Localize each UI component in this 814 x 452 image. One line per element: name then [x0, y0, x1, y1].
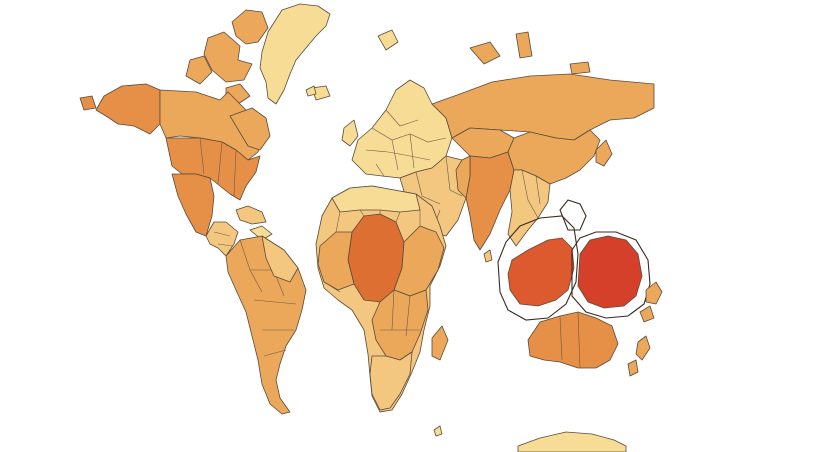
- region-russia-islands: [469, 41, 501, 65]
- region-indonesia-outline: [497, 215, 579, 321]
- region-pacific-island-small-2: [639, 305, 655, 323]
- region-iceland: [311, 85, 331, 101]
- region-antarctica: [517, 431, 627, 452]
- region-russia-islands-2: [515, 31, 533, 59]
- region-arctic-islands-2: [203, 31, 253, 83]
- region-indonesia: [507, 237, 575, 307]
- region-philippines-outline: [559, 199, 587, 231]
- region-russia: [431, 73, 655, 141]
- region-central-america: [205, 221, 239, 257]
- region-arctic-islands: [231, 9, 269, 45]
- region-arctic-islands-3: [185, 55, 213, 85]
- region-uk: [341, 119, 359, 147]
- region-australia: [527, 311, 619, 369]
- region-southeast-asia: [507, 169, 551, 247]
- region-new-zealand: [635, 335, 651, 361]
- region-island-south: [433, 425, 443, 437]
- region-mexico: [171, 173, 215, 237]
- region-pakistan: [455, 155, 471, 199]
- region-island-atlantic: [305, 85, 317, 97]
- region-pacific-outline: [571, 231, 651, 319]
- region-new-zealand-2: [627, 359, 639, 377]
- region-pacific-islands: [577, 235, 643, 309]
- region-pacific-island-small: [645, 281, 663, 305]
- region-south-africa: [369, 351, 413, 411]
- region-svalbard: [377, 29, 399, 51]
- region-quebec: [229, 107, 271, 151]
- region-canada: [159, 89, 263, 161]
- region-russia-islands-3: [569, 61, 591, 75]
- region-greenland: [259, 3, 331, 105]
- region-south-asia: [465, 151, 515, 251]
- region-west-africa: [317, 231, 355, 291]
- region-brazil-east: [261, 235, 299, 283]
- region-southern-africa: [371, 289, 429, 361]
- region-alaska: [95, 83, 161, 135]
- region-east-africa: [393, 225, 445, 297]
- region-caribbean: [235, 205, 267, 225]
- region-japan: [595, 139, 613, 167]
- region-aleutians: [79, 95, 97, 111]
- region-madagascar: [431, 325, 449, 361]
- region-sri-lanka: [483, 249, 493, 263]
